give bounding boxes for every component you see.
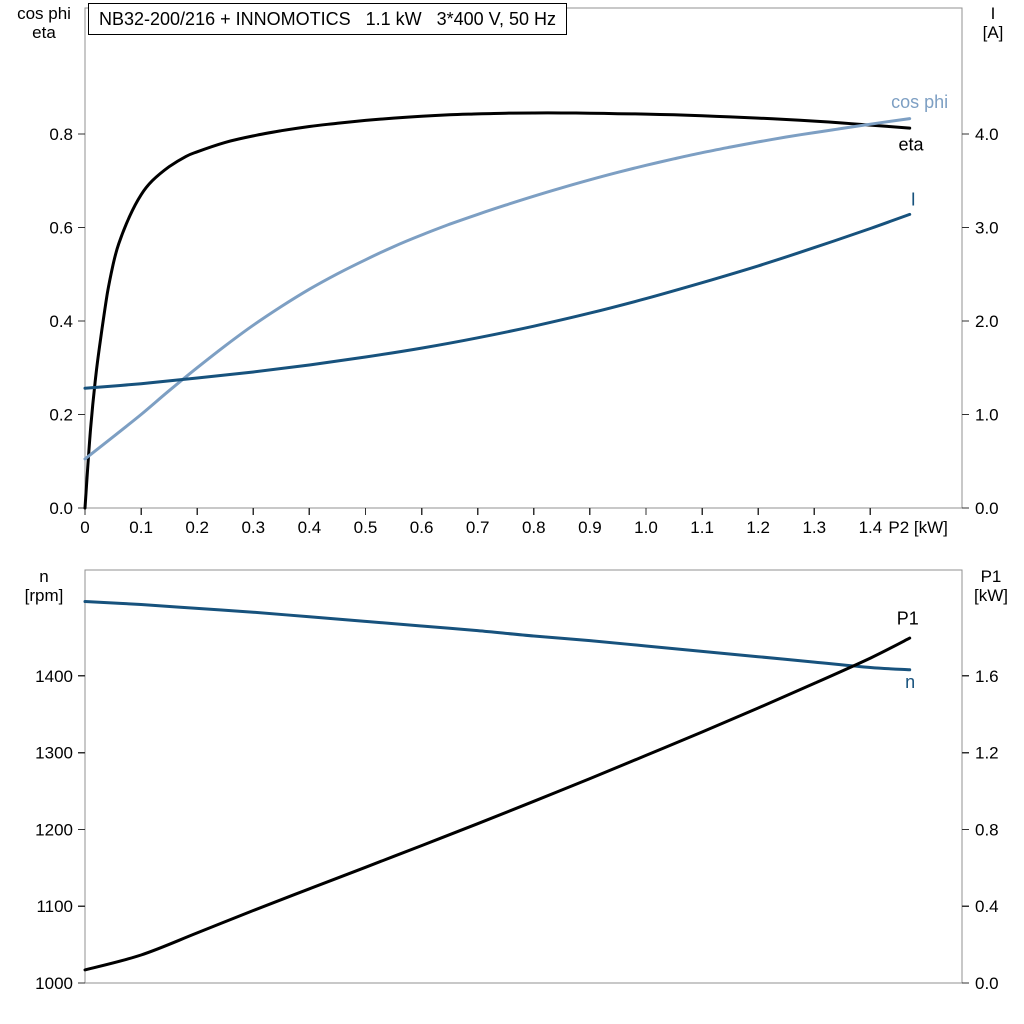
bottom-right-axis-label: P1 [kW] <box>962 567 1020 605</box>
curve-label-p1: P1 <box>897 608 919 628</box>
cos-phi-axis-label: cos phi <box>17 4 71 23</box>
curve-label-n: n <box>905 672 915 692</box>
x-tick-label: 0.8 <box>522 518 546 537</box>
y-left-tick-label: 0.0 <box>49 499 73 518</box>
chart-title: NB32-200/216 + INNOMOTICS 1.1 kW 3*400 V… <box>99 9 557 29</box>
curve-cos-phi <box>83 117 912 461</box>
x-tick-label: 0.4 <box>298 518 322 537</box>
eta-axis-label: eta <box>32 23 56 42</box>
y-right-tick-label: 0.4 <box>975 897 999 916</box>
y-left-tick-label: 1300 <box>35 744 73 763</box>
x-tick-label: 0.6 <box>410 518 434 537</box>
x-tick-label: 0.9 <box>578 518 602 537</box>
plot-frame <box>84 7 963 509</box>
y-left-tick-label: 0.4 <box>49 312 73 331</box>
speed-axis-label: n <box>39 567 49 586</box>
x-tick-label: 0.1 <box>129 518 153 537</box>
x-tick-label: 1.3 <box>802 518 826 537</box>
x-tick-label: 0.3 <box>241 518 265 537</box>
p1-axis-unit: [kW] <box>974 586 1008 605</box>
y-right-tick-label: 4.0 <box>975 125 999 144</box>
y-left-tick-label: 0.6 <box>49 218 73 237</box>
x-tick-label: 0.2 <box>185 518 209 537</box>
y-right-tick-label: 1.0 <box>975 406 999 425</box>
curve-n <box>83 600 912 672</box>
speed-axis-unit: [rpm] <box>24 586 64 605</box>
x-tick-label: 1.2 <box>746 518 770 537</box>
x-tick-label: 0.7 <box>466 518 490 537</box>
y-right-tick-label: 3.0 <box>975 219 999 238</box>
y-right-tick-label: 0.0 <box>975 499 999 518</box>
x-axis-title: P2 [kW] <box>888 518 948 537</box>
y-right-tick-label: 1.2 <box>975 744 999 763</box>
y-left-tick-label: 0.2 <box>49 405 73 424</box>
y-right-tick-label: 0.8 <box>975 820 999 839</box>
curve-label-i: I <box>911 189 916 209</box>
y-left-tick-label: 1100 <box>36 897 73 916</box>
x-tick-label: 0.5 <box>354 518 378 537</box>
y-right-tick-label: 1.6 <box>975 667 999 686</box>
curve-i <box>83 212 912 390</box>
x-tick-label: 1.0 <box>634 518 658 537</box>
bottom-left-axis-label: n [rpm] <box>6 567 82 605</box>
curve-label-eta: eta <box>898 134 924 154</box>
y-left-tick-label: 1200 <box>35 820 73 839</box>
current-axis-unit: [A] <box>982 23 1004 42</box>
curve-eta <box>83 111 912 510</box>
top-right-axis-label: I [A] <box>966 4 1020 42</box>
x-tick-label: 0 <box>80 518 89 537</box>
curve-p1 <box>83 636 912 972</box>
y-left-tick-label: 1400 <box>35 667 73 686</box>
y-left-tick-label: 0.8 <box>49 125 73 144</box>
y-right-tick-label: 2.0 <box>975 312 999 331</box>
curve-label-cos-phi: cos phi <box>891 92 948 112</box>
x-tick-label: 1.4 <box>859 518 883 537</box>
y-right-tick-label: 0.0 <box>975 974 999 993</box>
x-tick-label: 1.1 <box>690 518 714 537</box>
y-left-tick-label: 1000 <box>35 974 73 993</box>
plot-frame <box>84 569 963 984</box>
current-axis-label: I <box>990 4 996 23</box>
top-left-axis-label: cos phi eta <box>6 4 82 42</box>
chart-title-box: NB32-200/216 + INNOMOTICS 1.1 kW 3*400 V… <box>88 3 568 35</box>
p1-axis-label: P1 <box>980 567 1002 586</box>
